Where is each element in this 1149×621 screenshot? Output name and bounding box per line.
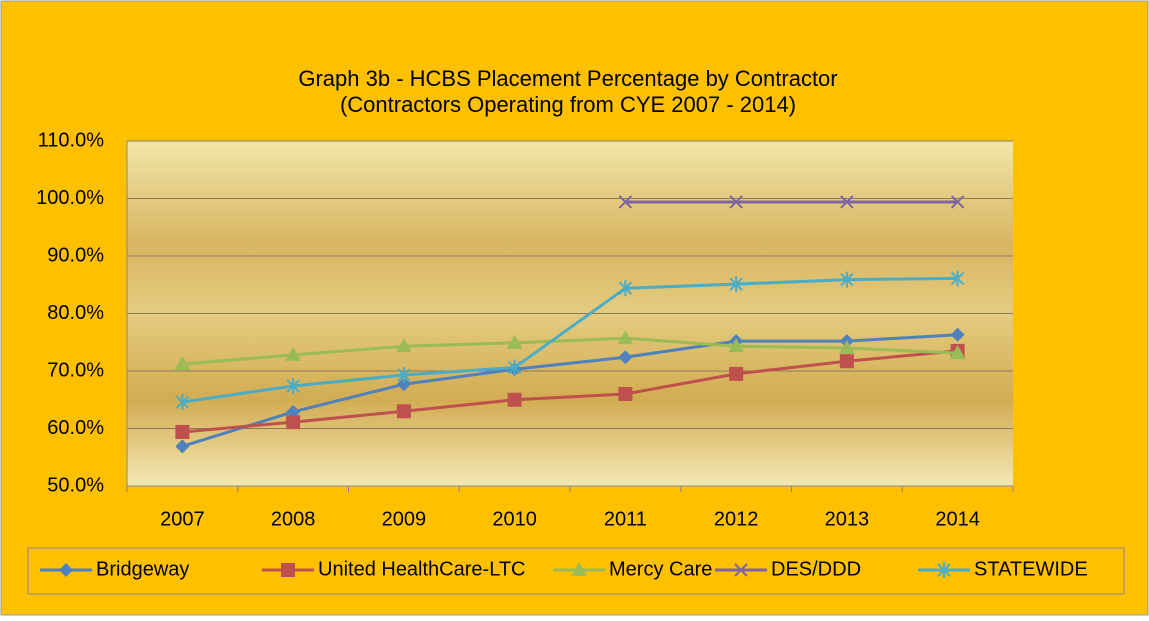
x-tick-label: 2012 (714, 508, 759, 530)
y-tick-label: 100.0% (36, 187, 104, 209)
marker (729, 276, 743, 293)
marker (286, 377, 300, 394)
marker (397, 367, 411, 384)
legend-marker (281, 563, 295, 577)
marker (174, 356, 191, 371)
series-line (181, 333, 958, 448)
marker (840, 195, 854, 209)
legend-marker (571, 562, 587, 576)
x-tick-label: 2014 (935, 508, 980, 530)
marker (618, 195, 633, 209)
marker (395, 338, 412, 353)
y-tick-label: 110.0% (38, 129, 105, 151)
x-tick-label: 2013 (825, 508, 870, 530)
marker (618, 387, 633, 401)
x-tick-label: 2009 (382, 508, 427, 530)
x-tick-label: 2010 (492, 508, 537, 530)
series-line (182, 276, 958, 404)
x-tick-label: 2008 (271, 508, 316, 530)
marker (728, 338, 745, 353)
legend-label: United HealthCare-LTC (318, 558, 526, 580)
y-tick-label: 80.0% (47, 302, 104, 324)
marker (950, 270, 965, 287)
marker (286, 415, 301, 430)
marker (729, 366, 744, 381)
y-tick-label: 70.0% (47, 359, 104, 381)
chart-subtitle: (Contractors Operating from CYE 2007 - 2… (340, 92, 796, 117)
legend-label: DES/DDD (771, 558, 861, 580)
marker (729, 195, 743, 209)
marker (506, 334, 523, 349)
chart-title: Graph 3b - HCBS Placement Percentage by … (298, 66, 837, 91)
y-tick-label: 90.0% (47, 244, 104, 266)
marker (840, 271, 854, 288)
marker (507, 392, 522, 407)
marker (950, 327, 965, 342)
legend-label: STATEWIDE (974, 558, 1088, 580)
legend-label: Mercy Care (609, 558, 712, 580)
marker (618, 350, 633, 365)
marker (838, 340, 855, 354)
marker (507, 359, 522, 376)
legend-label: Bridgeway (96, 558, 189, 580)
legend-marker (59, 563, 73, 577)
marker (285, 346, 302, 361)
legend-marker (937, 562, 951, 578)
marker (396, 404, 411, 419)
marker (175, 424, 190, 439)
marker (618, 280, 633, 297)
marker (175, 394, 190, 411)
series-line (182, 336, 958, 366)
series-line (182, 349, 958, 434)
x-tick-label: 2007 (160, 508, 205, 530)
x-tick-label: 2011 (604, 508, 647, 530)
marker (175, 439, 190, 454)
marker (949, 345, 966, 360)
legend-marker (734, 563, 748, 577)
marker (839, 354, 854, 369)
marker (617, 330, 634, 345)
marker (950, 195, 965, 209)
y-tick-label: 50.0% (47, 474, 104, 496)
marker (396, 377, 411, 392)
y-tick-label: 60.0% (47, 417, 104, 439)
